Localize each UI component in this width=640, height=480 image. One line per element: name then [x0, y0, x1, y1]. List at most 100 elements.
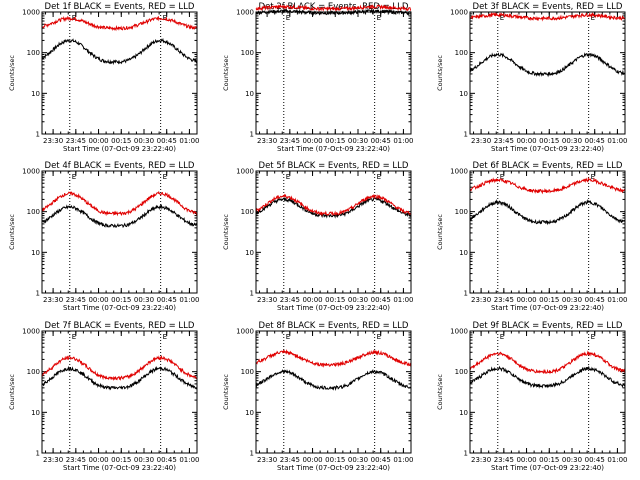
series-line — [469, 198, 626, 226]
plot-frame — [41, 11, 198, 135]
x-tick-label: 23:45 — [66, 456, 86, 464]
x-axis-label: Start Time (07-Oct-09 23:22:40) — [491, 464, 604, 472]
chart-panel-6: Det 6f BLACK = Events, RED = LLD Counts/s… — [436, 161, 628, 312]
chart-title: Det 5f BLACK = Events, RED = LLD — [259, 161, 409, 171]
x-tick-label: 23:45 — [280, 456, 300, 464]
chart-panel-4: Det 4f BLACK = Events, RED = LLD Counts/s… — [8, 161, 200, 312]
series-line — [255, 369, 412, 391]
y-tick-label: 1 — [464, 450, 468, 458]
chart-panel-2: Det 2f BLACK = Events, RED = LLDCounts/s… — [222, 2, 414, 153]
x-tick-label: 01:00 — [179, 296, 199, 304]
y-tick-label: 10 — [31, 90, 40, 98]
event-marker-label: E — [163, 173, 167, 181]
plot-frame — [41, 170, 198, 294]
y-tick-label: 1 — [36, 131, 40, 139]
y-tick-label: 10 — [245, 409, 254, 417]
x-tick-label: 00:45 — [585, 456, 605, 464]
series-line — [469, 52, 626, 78]
series-line — [255, 349, 412, 368]
x-tick-label: 23:45 — [280, 296, 300, 304]
x-axis-label: Start Time (07-Oct-09 23:22:40) — [63, 464, 176, 472]
x-tick-label: 23:45 — [66, 296, 86, 304]
x-tick-label: 00:45 — [585, 296, 605, 304]
x-tick-label: 23:30 — [43, 296, 63, 304]
y-tick-label: 100 — [27, 49, 40, 57]
chart-panel-3: Det 3f BLACK = Events, RED = LLD Counts/s… — [436, 2, 628, 153]
y-tick-label: 1000 — [450, 168, 468, 176]
y-axis-label: Counts/sec — [8, 374, 16, 410]
y-tick-label: 10 — [459, 409, 468, 417]
y-tick-label: 100 — [241, 208, 254, 216]
event-marker-label: E — [286, 333, 290, 341]
chart-panel-5: Det 5f BLACK = Events, RED = LLD Counts/s… — [222, 161, 414, 312]
x-tick-label: 23:30 — [257, 296, 277, 304]
series-line — [470, 350, 626, 375]
y-axis-label: Counts/sec — [436, 55, 444, 91]
y-tick-label: 1000 — [450, 328, 468, 336]
plot-frame — [255, 11, 412, 135]
x-axis-label: Start Time (07-Oct-09 23:22:40) — [277, 464, 390, 472]
x-tick-label: 00:45 — [157, 456, 177, 464]
chart-title: Det 9f BLACK = Events, RED = LLD — [473, 321, 623, 331]
x-tick-label: 00:00 — [88, 456, 108, 464]
x-tick-label: 23:30 — [257, 456, 277, 464]
x-tick-label: 01:00 — [607, 456, 627, 464]
event-marker-label: E — [591, 14, 595, 22]
y-tick-label: 1000 — [236, 9, 254, 17]
plot-frame — [41, 330, 198, 454]
y-tick-label: 100 — [455, 208, 468, 216]
y-axis-label: Counts/sec — [436, 214, 444, 250]
y-axis-label: Counts/sec — [222, 374, 230, 410]
x-tick-label: 23:45 — [494, 137, 514, 145]
x-tick-label: 01:00 — [607, 137, 627, 145]
event-marker-label: E — [377, 14, 381, 22]
chart-title: Det 1f BLACK = Events, RED = LLD — [45, 2, 195, 12]
x-tick-label: 00:30 — [134, 137, 154, 145]
y-tick-label: 10 — [245, 90, 254, 98]
x-tick-label: 23:30 — [43, 137, 63, 145]
x-axis-label: Start Time (07-Oct-09 23:22:40) — [277, 145, 390, 153]
plot-frame — [469, 330, 626, 454]
y-tick-label: 10 — [31, 249, 40, 257]
event-marker-label: E — [500, 173, 504, 181]
plot-frame — [469, 11, 626, 135]
y-axis-label: Counts/sec — [8, 214, 16, 250]
x-tick-label: 00:15 — [539, 456, 559, 464]
x-tick-label: 23:45 — [66, 137, 86, 145]
y-tick-label: 100 — [455, 368, 468, 376]
y-tick-label: 1000 — [236, 168, 254, 176]
event-marker-label: E — [591, 333, 595, 341]
y-tick-label: 1 — [36, 450, 40, 458]
series-line — [41, 365, 198, 391]
y-tick-label: 1 — [250, 450, 254, 458]
series-line — [255, 196, 412, 219]
y-tick-label: 10 — [459, 90, 468, 98]
x-tick-label: 01:00 — [393, 137, 413, 145]
event-marker-label: E — [72, 173, 76, 181]
y-tick-label: 1 — [250, 131, 254, 139]
x-tick-label: 23:45 — [494, 456, 514, 464]
x-tick-label: 00:00 — [302, 456, 322, 464]
x-tick-label: 00:00 — [516, 137, 536, 145]
plot-frame — [469, 170, 626, 294]
x-tick-label: 01:00 — [607, 296, 627, 304]
y-tick-label: 1000 — [22, 328, 40, 336]
chart-title: Det 8f BLACK = Events, RED = LLD — [259, 321, 409, 331]
x-tick-label: 23:30 — [43, 456, 63, 464]
x-tick-label: 00:15 — [539, 137, 559, 145]
x-tick-label: 00:15 — [325, 456, 345, 464]
event-marker-label: E — [286, 14, 290, 22]
x-axis-label: Start Time (07-Oct-09 23:22:40) — [491, 304, 604, 312]
x-tick-label: 00:00 — [88, 137, 108, 145]
event-marker-label: E — [500, 333, 504, 341]
series-line — [41, 15, 198, 32]
plot-frame — [255, 330, 412, 454]
chart-title: Det 4f BLACK = Events, RED = LLD — [45, 161, 195, 171]
event-marker-label: E — [377, 173, 381, 181]
y-tick-label: 100 — [241, 49, 254, 57]
chart-panel-7: Det 7f BLACK = Events, RED = LLD Counts/s… — [8, 321, 200, 472]
y-tick-label: 1 — [36, 290, 40, 298]
y-axis-label: Counts/sec — [222, 214, 230, 250]
x-axis-label: Start Time (07-Oct-09 23:22:40) — [63, 304, 176, 312]
